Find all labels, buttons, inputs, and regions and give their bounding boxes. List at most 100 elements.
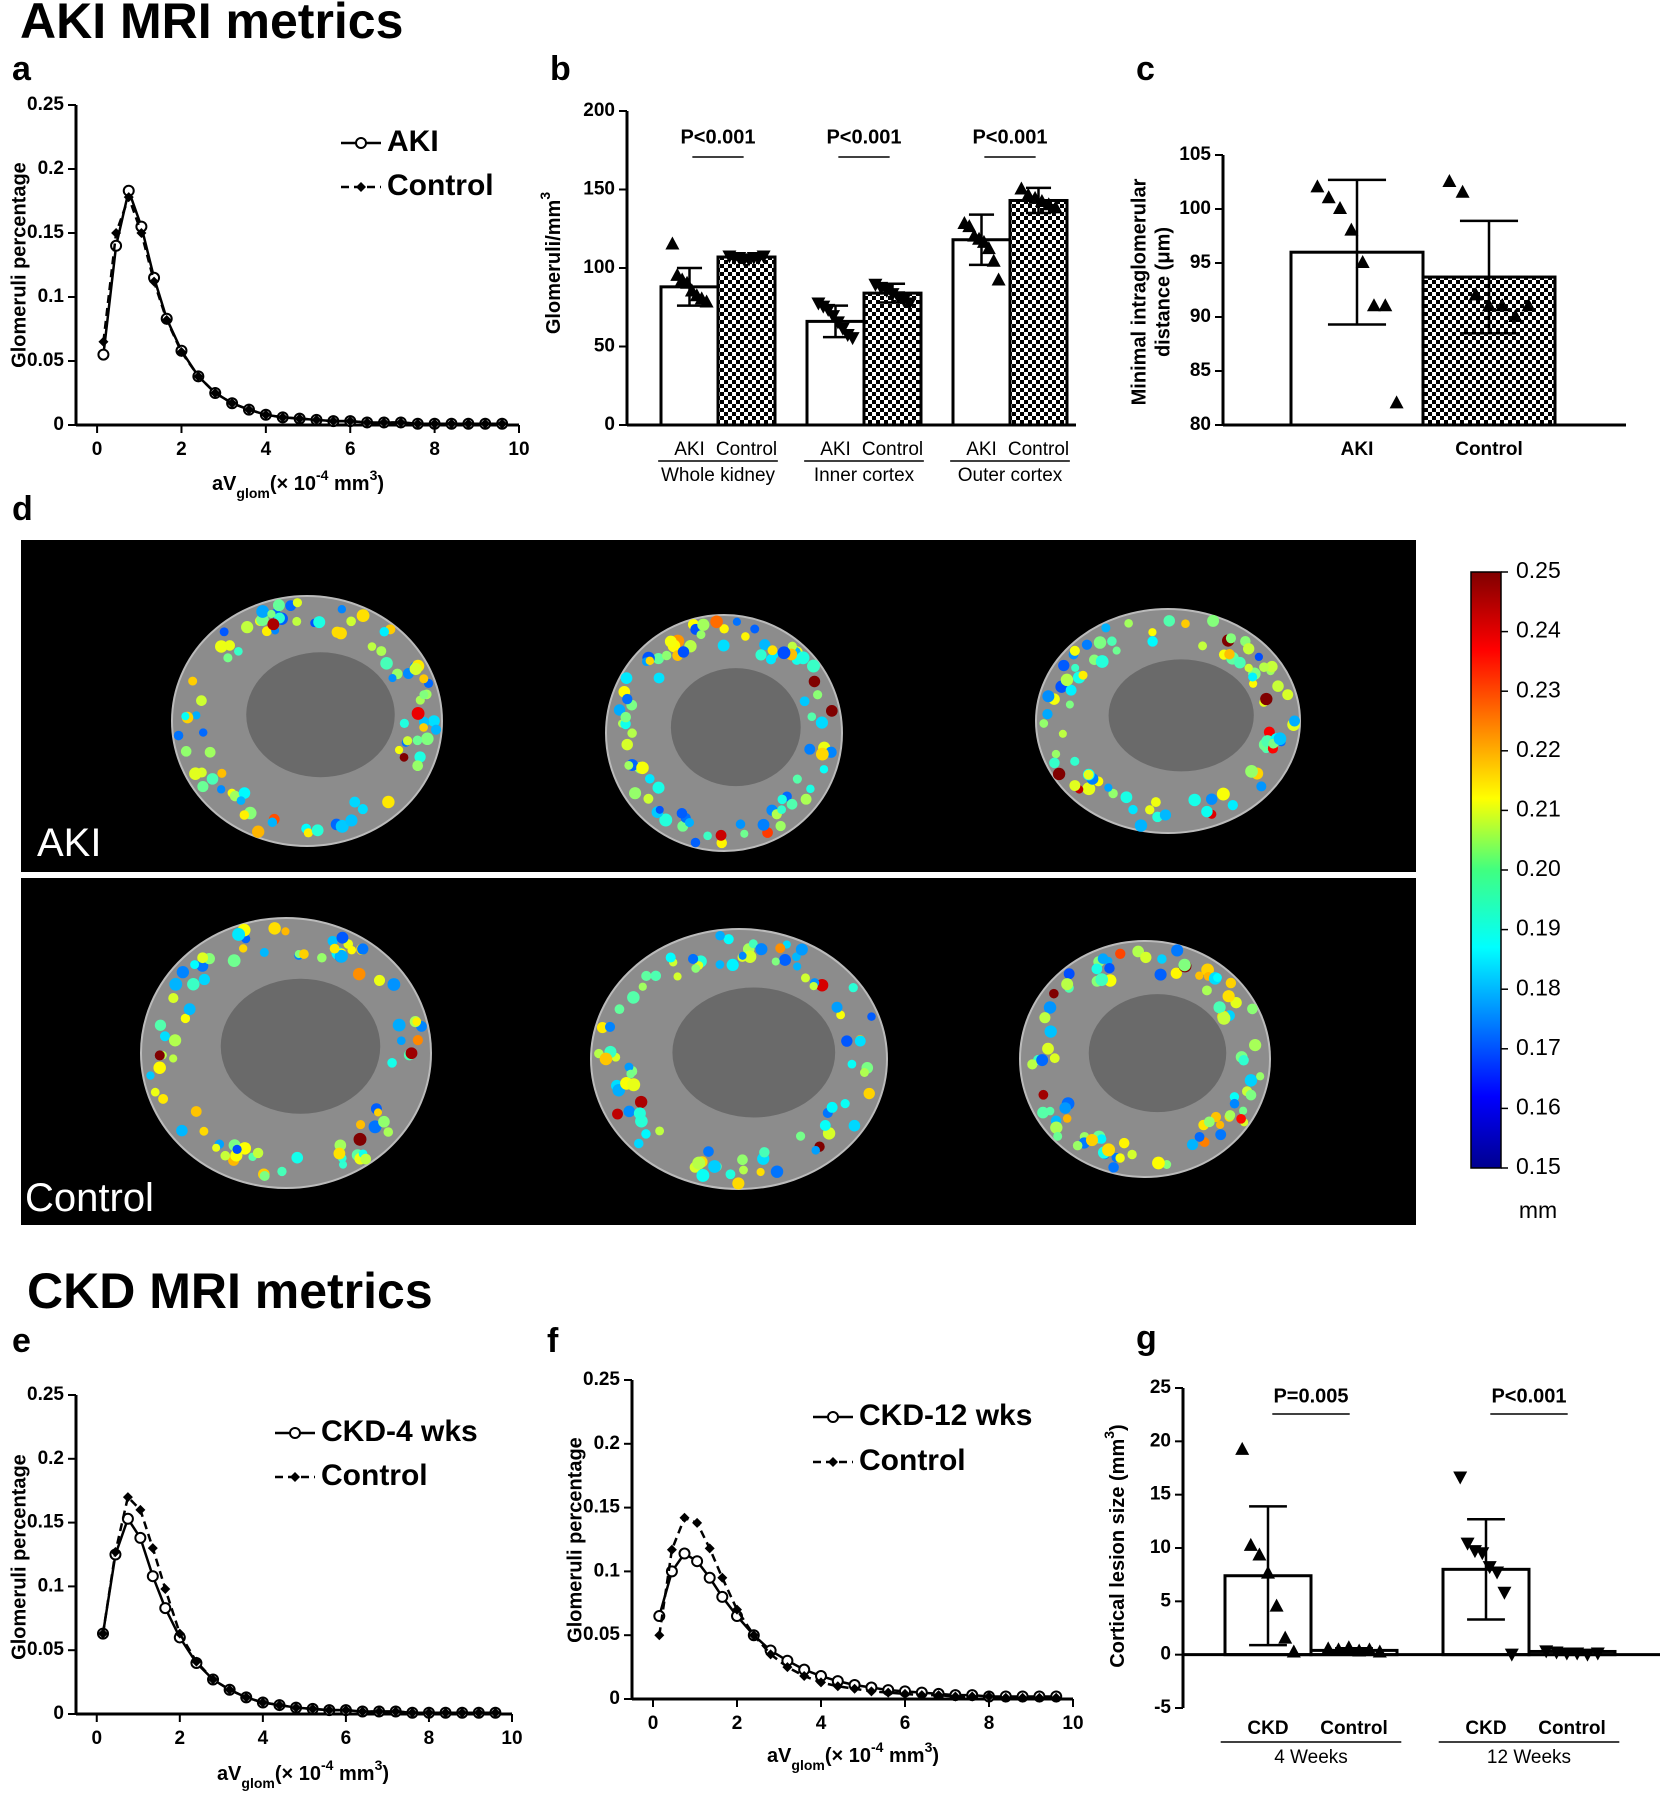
colorbar-tick-label: 0.21: [1516, 795, 1561, 821]
error-bar: [1467, 1517, 1505, 1621]
glomerulus-dot: [1289, 715, 1300, 727]
axis-label: aVglom(× 10-4 mm3): [217, 1757, 389, 1791]
glomerulus-dot: [1140, 951, 1152, 964]
glomerulus-dot: [180, 746, 192, 757]
point: [1539, 1645, 1554, 1659]
axis-label: aVglom(× 10-4 mm3): [212, 467, 384, 501]
glomerulus-dot: [292, 616, 302, 626]
glomerulus-dot: [643, 793, 654, 804]
y-tick-label: 25: [1150, 1377, 1172, 1398]
glomerulus-dot: [650, 970, 662, 982]
glomerulus-dot: [1069, 780, 1081, 791]
y-tick-label: 100: [583, 257, 615, 278]
glomerulus-dot: [1263, 726, 1275, 738]
marker: [374, 1706, 385, 1717]
glomerulus-dot: [224, 640, 236, 651]
glomerulus-dot: [1150, 797, 1161, 808]
glomerulus-dot: [703, 1146, 714, 1157]
glomerulus-dot: [697, 618, 710, 631]
glomerulus-dot: [1229, 1098, 1240, 1109]
glomerulus-dot: [236, 796, 246, 805]
glomerulus-dot: [629, 787, 642, 800]
y-tick-label: 20: [1150, 1430, 1171, 1451]
glomerulus-dot: [216, 785, 226, 794]
axis-label-part: -4: [871, 1739, 884, 1755]
glomerulus-dot: [256, 605, 269, 618]
glomerulus-dot: [212, 1143, 221, 1152]
x-tick-label: 8: [424, 1728, 435, 1749]
glomerulus-dot: [775, 943, 786, 954]
axis-label-part: (× 10: [270, 473, 316, 495]
glomerulus-dot: [159, 1031, 170, 1042]
marker: [717, 1572, 728, 1583]
glomerulus-dot: [767, 645, 778, 656]
glomerulus-dot: [737, 1154, 748, 1166]
point: [902, 297, 917, 311]
glomerulus-dot: [1170, 967, 1182, 979]
y-tick-label: 0: [609, 1688, 620, 1709]
colorbar-tick-label: 0.19: [1516, 915, 1561, 941]
glomerulus-dot: [741, 632, 750, 641]
axis-label: aVglom(× 10-4 mm3): [767, 1739, 939, 1773]
axis-label-part: 3: [1101, 1431, 1117, 1439]
axis-label-part: glom: [791, 1757, 824, 1773]
marker: [916, 1690, 927, 1701]
glomerulus-dot: [272, 599, 285, 612]
y-tick-label: 0.05: [583, 1624, 620, 1645]
axis-label-part: Glomeruli/mm: [543, 200, 565, 334]
glomerulus-dot: [1101, 623, 1111, 633]
point: [845, 332, 860, 346]
marker: [224, 1684, 235, 1695]
glomerulus-dot: [719, 624, 729, 634]
glomerulus-dot: [799, 696, 810, 707]
glomerulus-dot: [241, 621, 254, 634]
glomerulus-dot: [806, 784, 815, 794]
point: [1321, 1641, 1336, 1655]
glomerulus-dot: [1238, 1055, 1249, 1066]
p-value: P<0.001: [680, 126, 755, 148]
glomerulus-dot: [738, 951, 747, 960]
glomerulus-dot: [621, 738, 633, 751]
glomerulus-dot: [860, 1068, 869, 1077]
glomerulus-dot: [652, 781, 665, 794]
panel-image-label: AKI: [37, 821, 101, 865]
axis-label-part: mm: [333, 1763, 374, 1785]
y-tick-label: 105: [1179, 144, 1211, 165]
glomerulus-dot: [626, 1069, 635, 1079]
glomerulus-dot: [676, 808, 688, 819]
glomerulus-dot: [759, 1147, 770, 1158]
axis-label-part: ): [932, 1745, 939, 1767]
glomerulus-dot: [1163, 615, 1176, 627]
point: [1442, 174, 1457, 187]
axis-label-part: 3: [537, 192, 553, 200]
point: [1252, 1547, 1267, 1561]
glomerulus-dot: [333, 1147, 346, 1160]
glomerulus-dot: [787, 641, 797, 651]
glomerulus-dot: [684, 818, 695, 828]
glomerulus-dot: [1081, 639, 1093, 650]
category-label: CKD: [1465, 1718, 1506, 1739]
glomerulus-dot: [1097, 953, 1109, 965]
glomerulus-dot: [1127, 1149, 1137, 1160]
glomerulus-dot: [634, 1138, 644, 1149]
glomerulus-dot: [1254, 652, 1263, 662]
marker: [782, 1662, 793, 1673]
axis-label-part: aV: [212, 473, 237, 495]
marker: [121, 1512, 134, 1525]
glomerulus-dot: [387, 978, 401, 991]
glomerulus-dot: [251, 825, 265, 838]
y-tick-label: 95: [1190, 252, 1212, 273]
glomerulus-dot: [1227, 799, 1238, 811]
glomerulus-dot: [399, 718, 409, 728]
glomerulus-dot: [735, 819, 746, 829]
marker: [412, 418, 423, 429]
marker: [146, 1570, 159, 1583]
glomerulus-dot: [352, 967, 366, 981]
glomerulus-dot: [665, 952, 676, 963]
colorbar-tick-label: 0.18: [1516, 974, 1561, 1000]
glomerulus-dot: [1051, 749, 1061, 759]
marker: [378, 417, 389, 428]
glomerulus-dot: [692, 1156, 706, 1170]
glomerulus-dot: [795, 943, 808, 956]
marker: [340, 1705, 351, 1716]
